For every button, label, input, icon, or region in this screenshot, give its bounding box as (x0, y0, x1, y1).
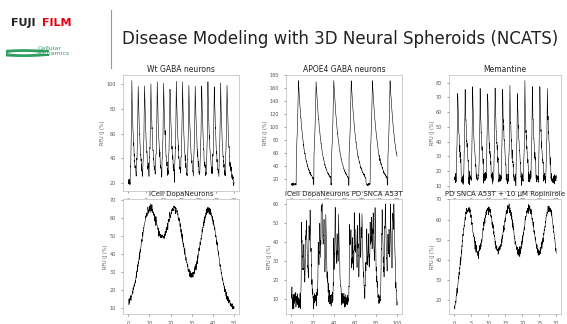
Y-axis label: RFU (J (%): RFU (J (%) (103, 244, 108, 269)
Text: Parkinson's
Disease: Parkinson's Disease (9, 246, 73, 267)
X-axis label: Time (sec): Time (sec) (493, 204, 518, 209)
Wedge shape (0, 50, 49, 56)
Text: FUJI: FUJI (11, 18, 36, 29)
Title: Wt GABA neurons: Wt GABA neurons (147, 65, 215, 75)
Text: FILM: FILM (42, 18, 71, 29)
Title: Memantine: Memantine (484, 65, 527, 75)
Y-axis label: RFU (J (%): RFU (J (%) (430, 121, 434, 145)
Y-axis label: RFU (J (%): RFU (J (%) (264, 121, 268, 145)
Title: PD SNCA A53T + 10 μM Ropinirole: PD SNCA A53T + 10 μM Ropinirole (445, 191, 565, 197)
Y-axis label: RFU (J (%): RFU (J (%) (430, 244, 434, 269)
X-axis label: Time (sec): Time (sec) (168, 204, 194, 209)
Title: iCell DopaNeurons: iCell DopaNeurons (149, 191, 213, 197)
Text: Disease Modeling with 3D Neural Spheroids (NCATS): Disease Modeling with 3D Neural Spheroid… (122, 29, 558, 48)
Text: Cellular
Dynamics: Cellular Dynamics (38, 46, 69, 56)
Title: APOE4 GABA neurons: APOE4 GABA neurons (303, 65, 386, 75)
Text: Alzheimer's
Disease: Alzheimer's Disease (9, 122, 73, 144)
X-axis label: Time (sec): Time (sec) (332, 204, 357, 209)
Title: iCell DopaNeurons PD SNCA A53T: iCell DopaNeurons PD SNCA A53T (285, 191, 403, 197)
Y-axis label: RFU (J (%): RFU (J (%) (266, 244, 272, 269)
Y-axis label: RFU (J (%): RFU (J (%) (100, 121, 105, 145)
